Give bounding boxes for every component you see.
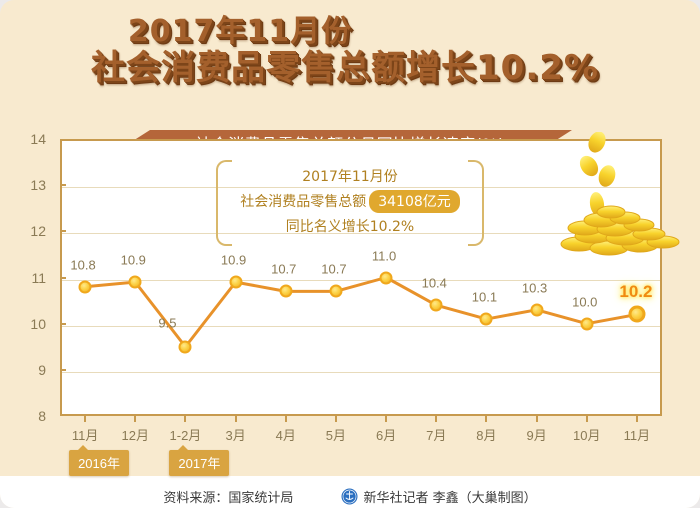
x-axis-tick-label: 11月	[623, 428, 651, 443]
y-axis-tick	[60, 184, 66, 187]
footer-credit: 新华社记者 李鑫（大巢制图）	[341, 487, 537, 506]
footer-credit-text: 新华社记者 李鑫（大巢制图）	[363, 490, 537, 506]
x-axis-tick-label: 8月	[476, 428, 497, 443]
x-axis-tick	[234, 416, 237, 422]
x-axis-tick-label: 3月	[225, 428, 246, 443]
x-axis-tick	[585, 416, 588, 422]
title-line-2: 社会消费品零售总额增长10.2%	[91, 48, 599, 89]
y-axis-tick	[60, 322, 66, 325]
info-line-period: 2017年11月份	[302, 169, 398, 185]
x-axis-tick	[635, 416, 638, 422]
chart-gridline	[62, 371, 660, 373]
data-point-marker[interactable]	[128, 275, 142, 289]
x-axis-tick-label: 10月	[573, 428, 601, 443]
x-axis-tick	[284, 416, 287, 422]
info-box-left-bracket	[216, 160, 232, 246]
series-line	[83, 276, 639, 349]
x-axis-tick-label: 11月	[71, 428, 99, 443]
data-point-label: 10.4	[421, 275, 447, 291]
x-axis-tick	[184, 416, 187, 422]
y-axis-tick-label: 11	[31, 269, 46, 286]
x-axis-tick-label: 1-2月	[169, 428, 202, 443]
data-point-label: 10.9	[220, 252, 247, 268]
data-point-label: 10.7	[321, 261, 347, 277]
info-total-value-pill: 34108亿元	[369, 190, 460, 213]
data-point-marker[interactable]	[479, 312, 493, 326]
data-point-label: 10.7	[271, 261, 297, 277]
data-point-marker[interactable]	[329, 284, 343, 298]
chart-x-axis: 11月 12月 1-2月 3月 4月 5月 6月 7月 8月 9月 10月 11月	[60, 416, 662, 456]
chart-gridline	[62, 325, 660, 327]
data-point-label: 10.9	[120, 252, 146, 268]
info-line-total: 社会消费品零售总额 34108亿元	[216, 190, 484, 213]
data-point-marker[interactable]	[178, 340, 192, 354]
data-point-marker[interactable]	[279, 284, 293, 298]
summary-info-box: 2017年11月份 社会消费品零售总额 34108亿元 同比名义增长10.2%	[216, 160, 484, 246]
gold-coins-icon	[545, 131, 685, 262]
data-point-marker[interactable]	[379, 271, 393, 284]
data-point-label: 10.2	[619, 282, 653, 302]
data-point-label: 10.0	[572, 294, 598, 310]
poster-title: 2017年11月份 社会消费品零售总额增长10.2%	[0, 16, 700, 87]
x-axis-tick	[84, 416, 87, 422]
data-point-label: 9.5	[158, 315, 177, 331]
y-axis-tick-label: 13	[30, 177, 46, 194]
data-point-marker[interactable]	[628, 305, 646, 323]
x-axis-tick-label: 6月	[375, 428, 397, 443]
chart-y-axis: 8 9 10 11 12 13 14	[0, 131, 60, 424]
data-point-marker[interactable]	[429, 298, 443, 312]
info-box-right-bracket	[468, 160, 484, 246]
chart-gridline	[62, 233, 660, 235]
x-axis-tick	[134, 416, 137, 422]
y-axis-tick-label: 12	[30, 223, 46, 240]
x-axis-tick-label: 5月	[325, 428, 347, 443]
x-axis-tick-label: 4月	[275, 428, 296, 443]
data-point-marker[interactable]	[78, 280, 92, 294]
y-axis-tick-label: 8	[38, 408, 46, 424]
footer-source: 资料来源：国家统计局	[163, 490, 294, 506]
chart-gridline	[62, 187, 660, 189]
data-point-label: 11.0	[371, 248, 397, 263]
footer: 资料来源：国家统计局 新华社记者 李鑫（大巢制图）	[0, 484, 700, 508]
x-axis-tick	[334, 416, 337, 422]
x-axis-tick-label: 9月	[526, 428, 547, 443]
x-axis-year-tag: 2016年	[69, 445, 129, 476]
title-line-1: 2017年11月份	[127, 14, 353, 49]
y-axis-tick	[60, 230, 66, 233]
data-point-marker[interactable]	[229, 275, 243, 289]
y-axis-tick-label: 10	[30, 315, 46, 332]
chart-series-layer: 10.8 10.9 9.5 10.9 10.7 10.7 11.0 10.4 10.1 10.3 1…	[60, 139, 662, 416]
data-point-marker[interactable]	[580, 317, 594, 331]
x-axis-tick	[435, 416, 438, 422]
y-axis-tick-label: 9	[38, 361, 46, 378]
chart-plot-area	[60, 139, 662, 416]
x-axis-tick-label: 7月	[426, 428, 447, 443]
x-axis-tick	[485, 416, 488, 422]
y-axis-tick	[60, 368, 66, 371]
data-point-label: 10.8	[70, 257, 96, 273]
data-point-marker[interactable]	[530, 303, 544, 317]
x-axis-year-tag: 2017年	[169, 445, 230, 476]
data-point-label: 10.1	[471, 289, 498, 305]
xinhua-logo-icon	[341, 488, 358, 504]
x-axis-tick	[535, 416, 538, 422]
y-axis-tick	[60, 276, 66, 279]
info-line-growth: 同比名义增长10.2%	[285, 219, 415, 235]
chart-gridline	[62, 279, 660, 281]
data-point-label: 10.3	[521, 280, 548, 296]
x-axis-tick-label: 12月	[121, 428, 149, 443]
x-axis-tick	[385, 416, 388, 422]
y-axis-tick-label: 14	[30, 131, 46, 147]
info-total-label: 社会消费品零售总额	[240, 194, 367, 210]
